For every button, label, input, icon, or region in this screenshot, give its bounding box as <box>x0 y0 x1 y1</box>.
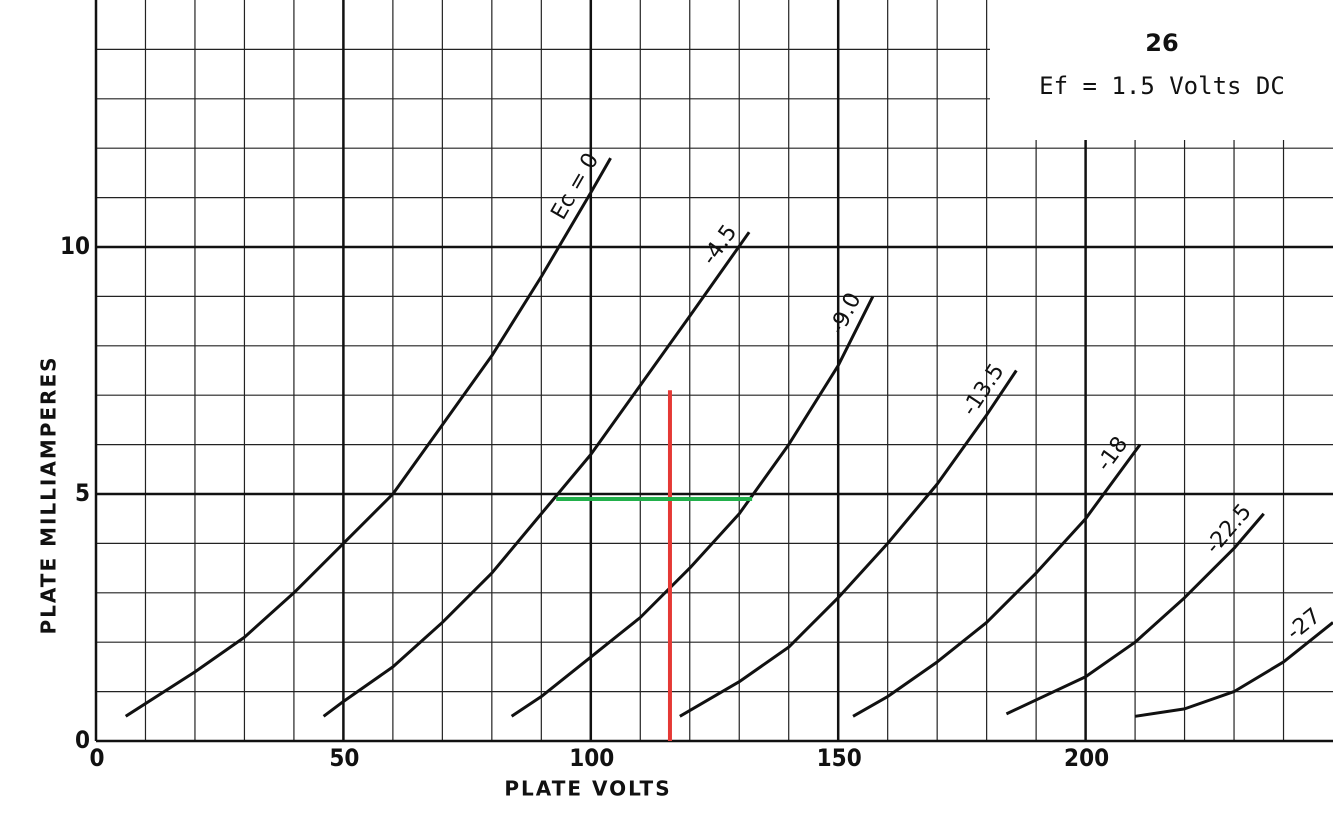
y-tick-label: 10 <box>60 232 90 260</box>
curve <box>1134 621 1333 718</box>
y-tick-label: 5 <box>75 479 90 507</box>
y-axis-label: PLATE MILLIAMPERES <box>37 355 61 634</box>
curve-label: -22.5 <box>1201 499 1257 558</box>
y-tick-label: 0 <box>75 726 90 754</box>
chart-title: 26 <box>1145 29 1178 57</box>
curve-label: -27 <box>1282 604 1326 646</box>
curve <box>679 369 1018 718</box>
grid <box>94 0 1333 743</box>
x-tick-label: 0 <box>89 744 104 772</box>
curve-label: -4.5 <box>697 220 742 269</box>
x-tick-label: 100 <box>569 744 614 772</box>
curve <box>852 443 1142 718</box>
curve <box>124 157 612 718</box>
curve-label: -18 <box>1092 432 1133 476</box>
x-axis-label: PLATE VOLTS <box>504 777 671 801</box>
x-tick-label: 50 <box>329 744 359 772</box>
x-tick-label: 200 <box>1064 744 1109 772</box>
curve <box>510 295 875 718</box>
curve <box>322 231 751 718</box>
x-tick-label: 150 <box>817 744 862 772</box>
title-box <box>990 0 1333 140</box>
chart-subtitle: Ef = 1.5 Volts DC <box>1039 72 1285 100</box>
curve <box>1005 512 1265 716</box>
